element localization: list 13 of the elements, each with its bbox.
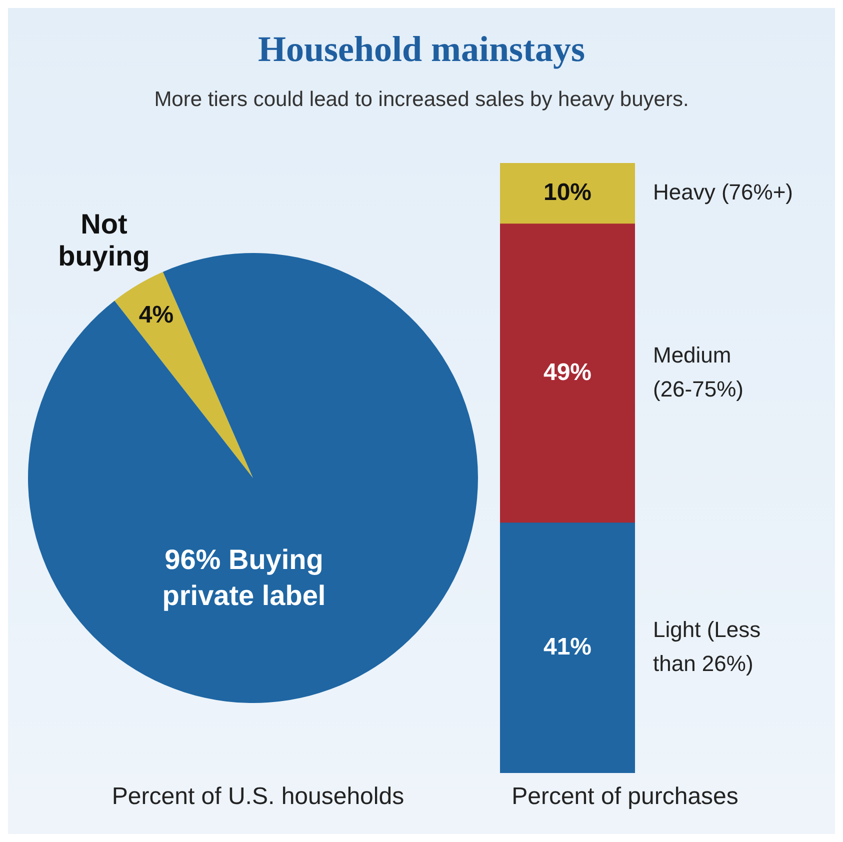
series-label: Light (Less than 26%) xyxy=(653,617,761,676)
chart-title: Household mainstays xyxy=(256,28,586,70)
data-label: 4% xyxy=(138,301,174,328)
text: Percent of U.S. households xyxy=(110,783,406,811)
data-label: 10% xyxy=(543,179,592,206)
chart-subtitle: More tiers could lead to increased sales by heavy buyers. xyxy=(153,88,690,112)
series-label: Medium (26-75%) xyxy=(653,342,744,402)
series-label: Heavy (76%+) xyxy=(653,180,794,205)
data-label: 49% xyxy=(543,359,592,386)
data-label: 41% xyxy=(543,634,592,661)
slice-label: Not buying xyxy=(58,208,150,272)
x-axis-title: Percent of purchases xyxy=(510,783,740,811)
slice-label: 96% Buying private label xyxy=(162,544,326,611)
